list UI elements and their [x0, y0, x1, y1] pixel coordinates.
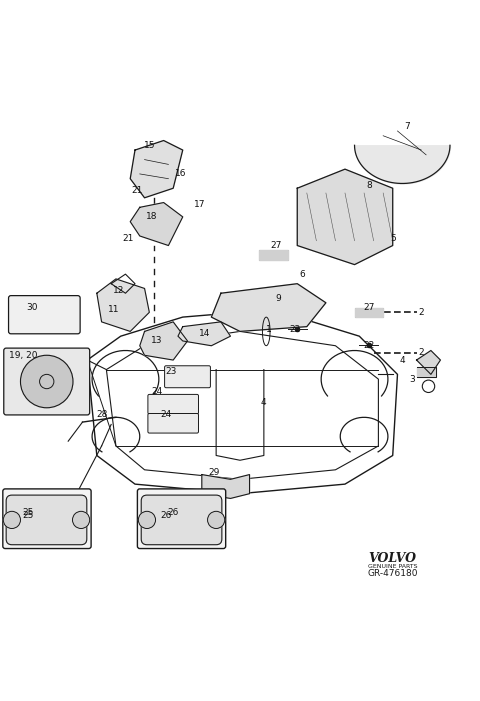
- Text: GR-476180: GR-476180: [368, 569, 418, 578]
- Text: VOLVO: VOLVO: [369, 552, 417, 564]
- Polygon shape: [130, 140, 183, 198]
- Circle shape: [72, 511, 90, 529]
- Text: 24: 24: [160, 410, 172, 419]
- Text: 25: 25: [22, 510, 33, 519]
- FancyBboxPatch shape: [4, 348, 90, 415]
- Text: 14: 14: [199, 329, 210, 339]
- Polygon shape: [97, 279, 149, 332]
- Text: 19, 20: 19, 20: [9, 350, 37, 360]
- FancyBboxPatch shape: [148, 414, 199, 433]
- Text: 16: 16: [175, 170, 186, 179]
- Text: 3: 3: [409, 374, 415, 383]
- Text: 9: 9: [276, 294, 281, 303]
- FancyBboxPatch shape: [137, 489, 226, 549]
- Text: 17: 17: [194, 200, 205, 210]
- FancyBboxPatch shape: [165, 366, 210, 388]
- Polygon shape: [130, 203, 183, 245]
- Text: GENUINE PARTS: GENUINE PARTS: [368, 564, 418, 569]
- Polygon shape: [355, 308, 383, 317]
- Text: 24: 24: [151, 386, 162, 395]
- Circle shape: [138, 511, 156, 529]
- Polygon shape: [140, 322, 188, 360]
- Text: 4: 4: [261, 398, 267, 407]
- FancyBboxPatch shape: [3, 489, 91, 549]
- Text: 6: 6: [299, 270, 305, 278]
- FancyBboxPatch shape: [6, 495, 87, 545]
- Polygon shape: [297, 169, 393, 264]
- Polygon shape: [211, 284, 326, 332]
- Text: 29: 29: [208, 468, 219, 477]
- Text: 8: 8: [366, 182, 372, 191]
- Text: 22: 22: [363, 341, 374, 350]
- Text: 27: 27: [270, 241, 281, 250]
- FancyBboxPatch shape: [9, 296, 80, 334]
- Text: 26: 26: [168, 508, 179, 517]
- Circle shape: [21, 355, 73, 408]
- Circle shape: [207, 511, 225, 529]
- Text: 13: 13: [151, 336, 162, 346]
- Text: 28: 28: [96, 410, 108, 419]
- Text: 5: 5: [390, 234, 396, 243]
- Text: 2: 2: [419, 308, 424, 317]
- Text: 12: 12: [113, 286, 124, 295]
- Polygon shape: [417, 350, 441, 374]
- Text: 27: 27: [363, 303, 374, 312]
- Text: 21: 21: [132, 186, 143, 195]
- Text: 1: 1: [266, 325, 272, 334]
- Text: 22: 22: [289, 325, 300, 334]
- Text: 30: 30: [27, 303, 38, 312]
- Text: 26: 26: [160, 510, 172, 519]
- Text: 15: 15: [144, 141, 155, 150]
- Text: 11: 11: [108, 306, 120, 315]
- FancyBboxPatch shape: [141, 495, 222, 545]
- FancyBboxPatch shape: [148, 395, 199, 414]
- Text: 2: 2: [419, 348, 424, 358]
- Text: 18: 18: [146, 212, 157, 222]
- Text: 4: 4: [399, 355, 405, 365]
- Polygon shape: [178, 322, 230, 346]
- Text: 25: 25: [22, 508, 33, 517]
- Polygon shape: [202, 475, 250, 498]
- Text: 7: 7: [404, 122, 410, 130]
- Circle shape: [3, 511, 21, 529]
- Polygon shape: [259, 250, 288, 260]
- Text: 21: 21: [122, 234, 133, 243]
- Text: 23: 23: [165, 367, 177, 376]
- Polygon shape: [417, 367, 436, 376]
